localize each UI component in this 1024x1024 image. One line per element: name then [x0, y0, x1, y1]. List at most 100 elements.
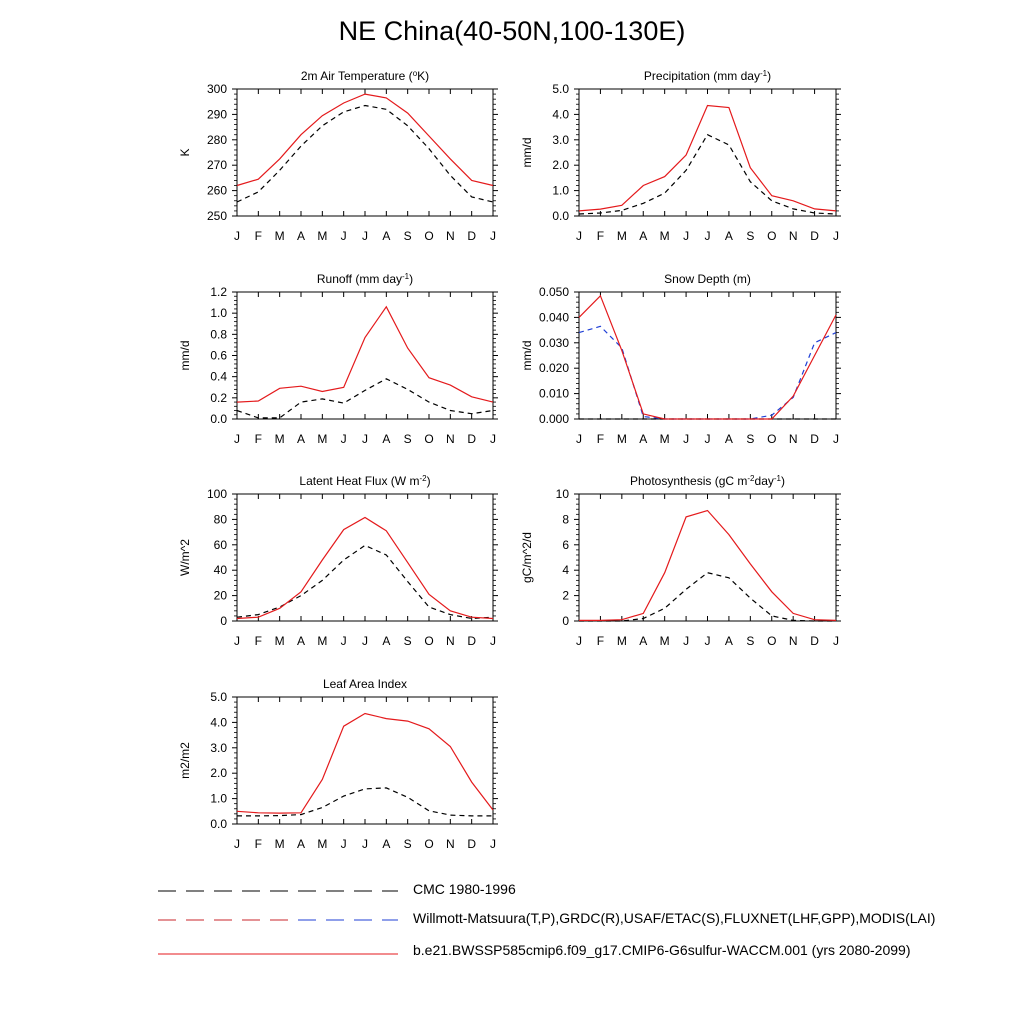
x-tick-label: M [617, 432, 627, 446]
chart-title: Runoff (mm day-1) [317, 272, 413, 287]
x-tick-label: S [746, 229, 754, 243]
y-tick-label: 0.0 [552, 209, 569, 223]
x-tick-label: A [382, 634, 390, 648]
y-axis-label: mm/d [178, 341, 192, 371]
y-tick-label: 40 [214, 563, 228, 577]
chart-title-part: -1 [402, 272, 410, 281]
chart-title: Photosynthesis (gC m-2day-1) [630, 474, 785, 489]
x-tick-label: O [424, 229, 433, 243]
x-tick-label: M [275, 634, 285, 648]
y-tick-label: 6 [562, 538, 569, 552]
x-tick-label: O [424, 837, 433, 851]
chart-title-part: ) [427, 474, 431, 488]
y-tick-label: 0 [562, 614, 569, 628]
x-tick-label: A [382, 837, 390, 851]
chart-title: Latent Heat Flux (W m-2) [299, 474, 430, 489]
x-tick-label: F [597, 634, 604, 648]
y-tick-label: 1.0 [552, 184, 569, 198]
plot-frame [578, 291, 837, 420]
series-line-model [236, 516, 494, 620]
y-tick-label: 300 [207, 82, 227, 96]
x-tick-label: O [424, 432, 433, 446]
x-tick-label: A [297, 432, 305, 446]
chart-title-part: day [755, 474, 774, 488]
x-tick-label: A [297, 229, 305, 243]
chart-title-part: -1 [760, 69, 768, 78]
legend-label-cmc: CMC 1980-1996 [413, 881, 516, 897]
legend-swatch-model [158, 953, 398, 955]
x-tick-label: A [725, 634, 733, 648]
series-line-model [578, 294, 837, 420]
legend-label-model: b.e21.BWSSP585cmip6.f09_g17.CMIP6-G6sulf… [413, 942, 911, 958]
y-tick-label: 0.6 [210, 349, 227, 363]
x-tick-label: J [576, 432, 582, 446]
x-tick-label: N [446, 634, 455, 648]
x-tick-label: O [424, 634, 433, 648]
y-tick-label: 1.0 [210, 306, 227, 320]
series-line-obs [236, 104, 494, 203]
x-tick-label: F [597, 229, 604, 243]
chart-title-part: Latent Heat Flux (W m [299, 474, 419, 488]
y-axis-label: W/m^2 [178, 539, 192, 576]
chart-title-part: 2m Air Temperature ( [301, 69, 413, 83]
x-tick-label: J [705, 229, 711, 243]
x-tick-label: O [767, 229, 776, 243]
x-tick-label: D [810, 229, 819, 243]
y-tick-label: 0.010 [539, 387, 569, 401]
x-tick-label: J [341, 229, 347, 243]
x-tick-label: A [639, 229, 647, 243]
plot-frame [578, 493, 837, 622]
series-line-model [579, 509, 837, 622]
chart-title-part: ) [767, 69, 771, 83]
x-tick-label: A [382, 229, 390, 243]
chart-title-part: Snow Depth (m) [664, 272, 751, 286]
x-tick-label: A [725, 229, 733, 243]
x-tick-label: J [341, 432, 347, 446]
y-tick-label: 3.0 [552, 133, 569, 147]
y-tick-label: 0.4 [210, 370, 227, 384]
chart-title: Precipitation (mm day-1) [644, 69, 771, 84]
x-tick-label: F [255, 432, 262, 446]
x-tick-label: J [683, 432, 689, 446]
y-tick-label: 2.0 [210, 766, 227, 780]
y-axis-label: gC/m^2/d [520, 532, 534, 583]
chart-title-part: ) [781, 474, 785, 488]
x-tick-label: J [341, 634, 347, 648]
x-tick-label: O [767, 634, 776, 648]
y-tick-label: 0 [220, 614, 227, 628]
series-line-obs [579, 572, 836, 622]
y-axis-label: mm/d [520, 341, 534, 371]
y-tick-label: 250 [207, 209, 227, 223]
y-tick-label: 4.0 [552, 107, 569, 121]
x-tick-label: A [639, 432, 647, 446]
x-tick-label: D [467, 229, 476, 243]
x-tick-label: M [660, 634, 670, 648]
y-tick-label: 80 [214, 512, 228, 526]
y-tick-label: 290 [207, 107, 227, 121]
x-tick-label: N [446, 837, 455, 851]
x-tick-label: J [362, 634, 368, 648]
chart-title-part: -1 [774, 474, 782, 483]
x-tick-label: F [255, 837, 262, 851]
y-tick-label: 10 [556, 487, 570, 501]
x-tick-label: J [234, 229, 240, 243]
chart-title-part: Runoff (mm day [317, 272, 402, 286]
chart-title: 2m Air Temperature (oK) [301, 69, 429, 84]
x-tick-label: M [275, 432, 285, 446]
series-line-model [236, 712, 494, 814]
series-line-model [578, 104, 837, 212]
x-tick-label: J [234, 432, 240, 446]
series-line-obs [236, 544, 494, 620]
x-tick-label: J [362, 229, 368, 243]
x-tick-label: M [317, 229, 327, 243]
y-tick-label: 5.0 [210, 690, 227, 704]
x-tick-label: J [576, 634, 582, 648]
y-tick-label: 3.0 [210, 741, 227, 755]
y-tick-label: 260 [207, 184, 227, 198]
series-line-model [236, 93, 494, 187]
